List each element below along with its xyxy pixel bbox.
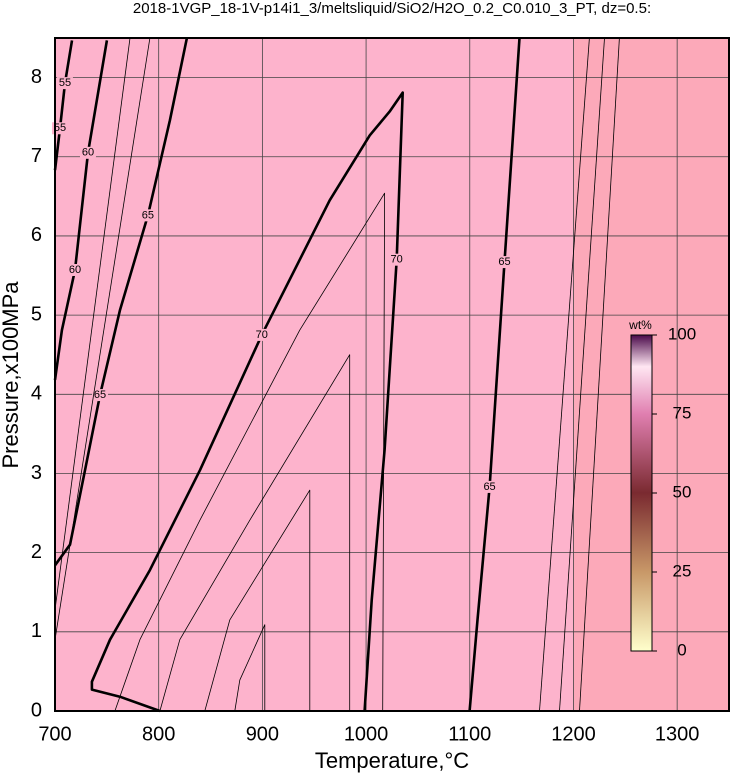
colorbar [630, 334, 653, 652]
y-tick-label: 2 [31, 541, 42, 563]
x-tick-label: 700 [38, 723, 71, 745]
y-axis-label: Pressure,x100MPa [0, 281, 23, 469]
contour-label: 55 [59, 77, 71, 89]
contour-label: 55 [54, 122, 66, 134]
contour-label: 65 [94, 389, 106, 401]
contour-label-bg [139, 209, 156, 222]
contour-line [579, 37, 620, 712]
y-tick-label: 1 [31, 620, 42, 642]
contour-label-bg [253, 328, 270, 341]
contour-label: 65 [142, 209, 154, 221]
y-tick-label: 3 [31, 462, 42, 484]
y-tick-label: 7 [31, 145, 42, 167]
y-tick-label: 8 [31, 66, 42, 88]
contour-line [539, 37, 590, 712]
x-tick-label: 800 [142, 723, 175, 745]
y-tick-label: 0 [31, 699, 42, 721]
colorbar-tick-label: 0 [677, 640, 686, 659]
colorbar-tick-label: 100 [668, 324, 696, 343]
contour-line [559, 37, 605, 712]
contour-label: 65 [498, 256, 510, 268]
y-tick-label: 5 [31, 303, 42, 325]
contour-line [53, 40, 74, 171]
y-tick-label: 4 [31, 383, 42, 405]
contour-label-bg [56, 77, 73, 90]
contour-label-bg [51, 122, 68, 135]
x-tick-label: 1200 [551, 723, 596, 745]
x-tick-label: 900 [246, 723, 279, 745]
y-tick-label: 6 [31, 224, 42, 246]
contour-label: 70 [256, 329, 268, 341]
contour-label: 60 [82, 147, 94, 159]
contour-label-bg [388, 253, 405, 266]
contour-line [54, 37, 131, 610]
background-region [55, 38, 574, 711]
x-axis-label: Temperature,°C [315, 748, 469, 773]
contour-line [90, 91, 404, 713]
contour-line [159, 354, 351, 712]
colorbar-tick-label: 25 [673, 561, 692, 580]
contour-label-bg [67, 263, 84, 276]
plot-frame [54, 37, 730, 712]
contour-line [53, 37, 189, 567]
x-tick-label: 1000 [344, 723, 389, 745]
contour-line [234, 624, 266, 712]
x-tick-label: 1100 [448, 723, 491, 745]
x-tick-label: 1300 [655, 723, 700, 745]
contour-label-bg [79, 146, 96, 159]
contour-label-bg [92, 389, 109, 402]
contour-label: 70 [391, 254, 403, 266]
colorbar-tick-label: 50 [673, 482, 692, 501]
contour-label-bg [496, 256, 513, 269]
chart-title: 2018-1VGP_18-1V-p14i1_3/meltsliquid/SiO2… [133, 0, 651, 17]
contour-line [204, 489, 311, 712]
contour-line [114, 192, 385, 712]
contour-label: 65 [483, 481, 495, 493]
contour-label: 60 [69, 264, 81, 276]
contour-line [54, 37, 151, 640]
colorbar-title: wt% [628, 318, 652, 332]
contour-label-bg [481, 480, 498, 493]
colorbar-tick-label: 75 [673, 403, 692, 422]
